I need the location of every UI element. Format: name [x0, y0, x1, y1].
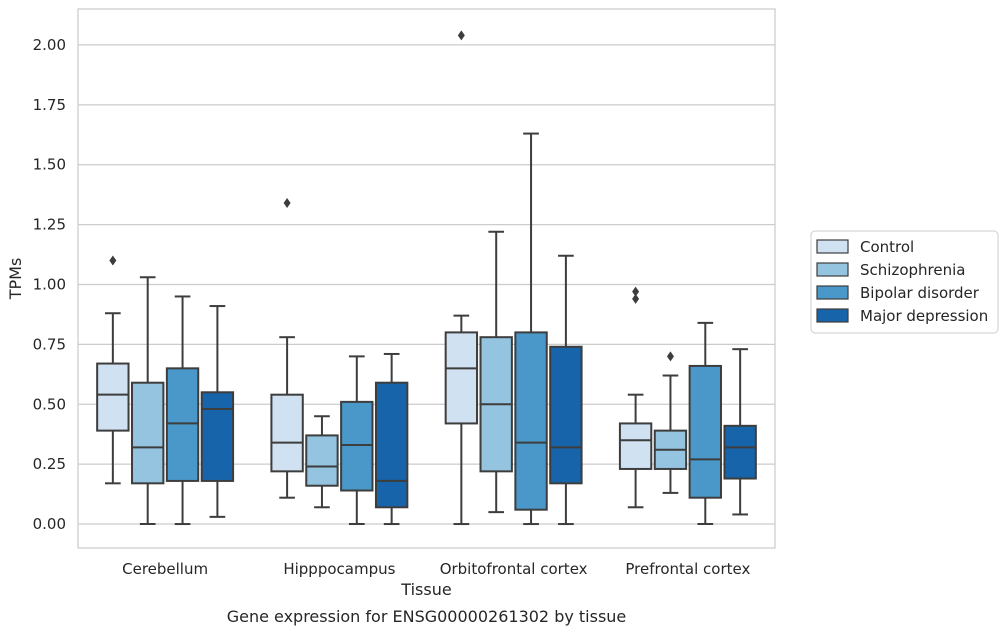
- y-axis-title: TPMs: [6, 258, 25, 301]
- box-bipolar-disorder: [165, 295, 200, 526]
- y-tick-label: 1.25: [33, 216, 66, 234]
- y-tick-label: 1.50: [33, 156, 66, 174]
- y-tick-label: 2.00: [33, 36, 66, 54]
- box-schizophrenia: [479, 230, 513, 514]
- box-iqr: [270, 393, 304, 473]
- box-schizophrenia: [305, 415, 339, 509]
- box-bipolar-disorder: [514, 132, 548, 526]
- legend-label: Control: [860, 238, 914, 256]
- outlier-point: [632, 286, 640, 297]
- box-major-depression: [549, 254, 583, 526]
- legend-swatch: [816, 262, 849, 277]
- x-axis-title: Tissue: [400, 580, 451, 599]
- box-iqr: [549, 345, 583, 485]
- box-control: [96, 255, 130, 485]
- plot-frame: [77, 8, 776, 549]
- plot-data: [96, 30, 757, 526]
- box-major-depression: [374, 352, 409, 526]
- x-tick-label: Prefrontal cortex: [625, 560, 750, 578]
- legend-swatch: [816, 308, 849, 323]
- box-iqr: [723, 424, 757, 480]
- box-bipolar-disorder: [340, 355, 374, 526]
- x-tick-label: Cerebellum: [122, 560, 208, 578]
- box-iqr: [444, 331, 479, 425]
- figure-caption: Gene expression for ENSG00000261302 by t…: [227, 607, 627, 626]
- box-iqr: [514, 331, 548, 511]
- legend-frame: [810, 230, 999, 334]
- x-tick-label: Hipppocampus: [283, 560, 395, 578]
- y-tick-label: 0.75: [33, 335, 66, 353]
- box-iqr: [340, 400, 374, 492]
- y-tick-label: 0.50: [33, 395, 66, 413]
- box-iqr: [374, 381, 409, 509]
- box-iqr: [165, 367, 200, 482]
- legend-swatch: [816, 285, 849, 300]
- legend: Control Schizophrenia Bipolar disorder Majo…: [810, 230, 999, 334]
- x-tick-labels: Cerebellum Hipppocampus Orbitofrontal cort…: [122, 560, 750, 578]
- box-major-depression: [200, 305, 235, 518]
- box-iqr: [688, 364, 722, 499]
- legend-label: Schizophrenia: [860, 261, 965, 279]
- box-schizophrenia: [131, 276, 165, 526]
- legend-label: Major depression: [860, 307, 988, 325]
- y-tick-label: 0.25: [33, 455, 66, 473]
- outlier-point: [666, 351, 674, 362]
- legend-label: Bipolar disorder: [860, 284, 980, 302]
- y-tick-label: 0.00: [33, 515, 66, 533]
- box-bipolar-disorder: [688, 321, 722, 526]
- outlier-point: [283, 198, 291, 209]
- box-major-depression: [723, 348, 757, 516]
- x-tick-label: Orbitofrontal cortex: [440, 560, 588, 578]
- box-iqr: [131, 381, 165, 485]
- box-iqr: [96, 362, 130, 432]
- box-iqr: [305, 434, 339, 487]
- box-iqr: [618, 422, 653, 470]
- legend-swatch: [816, 239, 849, 254]
- y-tick-labels: 0.00 0.25 0.50 0.75 1.00 1.25 1.50 1.75 2.00: [33, 36, 66, 533]
- box-control: [444, 30, 479, 526]
- box-control: [270, 198, 304, 499]
- outlier-point: [457, 30, 465, 41]
- y-tick-label: 1.00: [33, 275, 66, 293]
- box-control: [618, 286, 653, 509]
- box-iqr: [200, 391, 235, 482]
- outlier-point: [632, 293, 640, 304]
- outlier-point: [109, 255, 117, 266]
- y-tick-label: 1.75: [33, 96, 66, 114]
- box-schizophrenia: [653, 351, 688, 494]
